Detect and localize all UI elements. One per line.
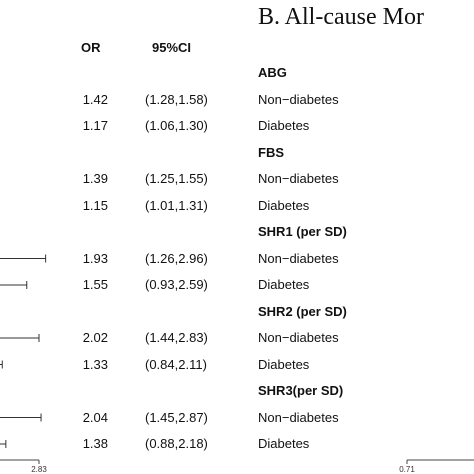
ci-column-header: 95%CI — [152, 40, 192, 55]
subgroup-label: Non−diabetes — [258, 330, 339, 345]
right-x-tick-label: 0.71 — [399, 465, 415, 474]
or-value: 2.02 — [82, 330, 108, 345]
or-value: 1.15 — [82, 197, 108, 213]
ci-value: (1.01,1.31) — [145, 197, 208, 213]
or-value: 1.38 — [82, 436, 108, 451]
subgroup-label: Diabetes — [258, 118, 310, 133]
ci-value: (0.88,2.18) — [145, 436, 208, 451]
subgroup-label: Non−diabetes — [258, 171, 339, 186]
group-label: SHR1 (per SD) — [258, 224, 347, 239]
or-value: 1.42 — [82, 91, 108, 107]
or-value: 1.55 — [82, 277, 108, 292]
group-label: SHR2 (per SD) — [258, 303, 347, 319]
subgroup-label: Non−diabetes — [258, 409, 339, 425]
ci-value: (1.25,1.55) — [145, 171, 208, 186]
subgroup-label: Diabetes — [258, 436, 310, 451]
panel-title: B. All-cause Mor — [258, 4, 424, 30]
ci-value: (1.44,2.83) — [145, 330, 208, 345]
group-label: FBS — [258, 144, 284, 160]
ci-value: (1.45,2.87) — [145, 409, 208, 425]
subgroup-label: Non−diabetes — [258, 250, 339, 266]
group-label: ABG — [258, 65, 287, 80]
subgroup-label: Diabetes — [258, 356, 310, 372]
group-label: SHR3(per SD) — [258, 383, 344, 398]
subgroup-label: Non−diabetes — [258, 91, 339, 107]
ci-value: (1.26,2.96) — [145, 250, 208, 266]
subgroup-label: Diabetes — [258, 197, 310, 213]
or-value: 1.93 — [82, 250, 108, 266]
or-value: 1.33 — [82, 356, 108, 372]
or-value: 1.39 — [82, 171, 108, 186]
subgroup-label: Diabetes — [258, 277, 310, 292]
ci-value: (1.06,1.30) — [145, 118, 208, 133]
left-x-tick-label: 2.83 — [31, 465, 47, 474]
ci-value: (0.84,2.11) — [145, 356, 207, 372]
or-value: 2.04 — [82, 409, 108, 425]
ci-value: (1.28,1.58) — [145, 91, 208, 107]
or-column-header: OR — [81, 40, 101, 55]
ci-value: (0.93,2.59) — [145, 277, 208, 292]
or-value: 1.17 — [82, 118, 108, 133]
